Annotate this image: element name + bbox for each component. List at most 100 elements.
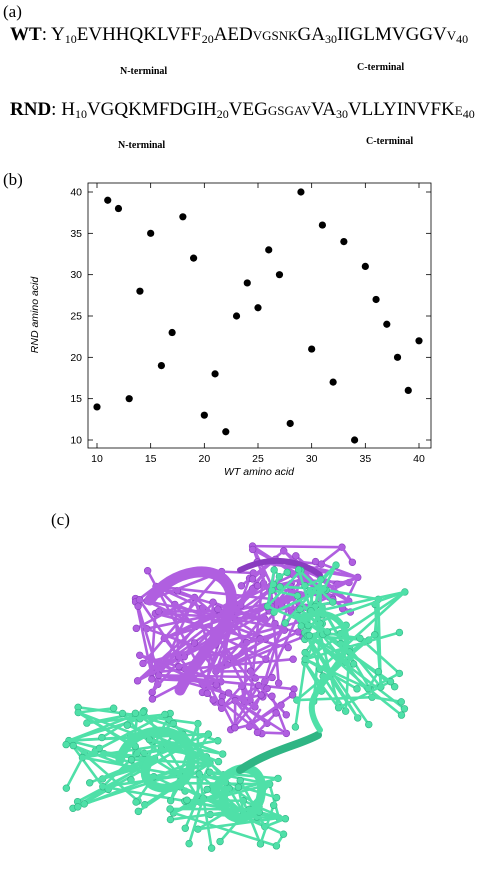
data-point bbox=[372, 295, 380, 304]
data-point bbox=[351, 436, 359, 444]
bond bbox=[220, 700, 264, 735]
sequence-segment: 10 bbox=[64, 32, 77, 46]
bond bbox=[214, 635, 305, 673]
data-point bbox=[104, 196, 112, 204]
sequence-segment: 20 bbox=[201, 32, 214, 46]
y-tick-label: 20 bbox=[70, 352, 82, 364]
atom bbox=[118, 709, 127, 718]
bond bbox=[220, 657, 268, 710]
atom bbox=[127, 756, 136, 764]
atom bbox=[203, 689, 212, 698]
data-point bbox=[232, 312, 241, 320]
bond bbox=[211, 600, 286, 632]
data-point bbox=[147, 229, 155, 237]
protein-structure-image bbox=[62, 542, 409, 852]
bond bbox=[303, 631, 401, 661]
atom bbox=[69, 741, 77, 750]
atom bbox=[400, 705, 409, 713]
bond bbox=[324, 588, 380, 601]
x-axis-label: WT amino acid bbox=[224, 466, 295, 478]
bond bbox=[220, 700, 236, 729]
bond bbox=[294, 661, 307, 729]
x-tick-label: 30 bbox=[306, 453, 318, 465]
atom bbox=[207, 844, 216, 852]
atom bbox=[291, 723, 300, 731]
sequence-segment: 30 bbox=[325, 32, 337, 46]
data-point bbox=[190, 254, 198, 262]
bond bbox=[233, 693, 263, 702]
bond bbox=[141, 570, 223, 665]
y-tick-label: 30 bbox=[70, 269, 82, 281]
bond bbox=[135, 596, 196, 630]
bond bbox=[65, 756, 84, 790]
atom bbox=[231, 724, 239, 732]
bond bbox=[220, 570, 255, 575]
bond bbox=[251, 544, 273, 603]
atom bbox=[397, 711, 406, 719]
bond bbox=[141, 620, 303, 665]
atom bbox=[185, 839, 193, 848]
sequence-segment: VGSNK bbox=[252, 28, 298, 43]
bond bbox=[197, 772, 213, 850]
coil-ribbon bbox=[237, 557, 323, 578]
data-point bbox=[136, 287, 144, 295]
data-point bbox=[329, 378, 337, 386]
sequence-segment: GSGAV bbox=[267, 103, 311, 118]
sequence-segment: VA bbox=[310, 99, 336, 120]
strand-ribbon bbox=[236, 731, 322, 774]
atom bbox=[349, 660, 358, 668]
bond bbox=[233, 699, 288, 735]
rnd-n-terminal-label: N-terminal bbox=[118, 140, 166, 151]
bond bbox=[179, 785, 205, 800]
bond bbox=[187, 796, 205, 845]
bond bbox=[151, 628, 286, 701]
bond bbox=[138, 653, 181, 668]
atom bbox=[311, 557, 320, 566]
atom bbox=[143, 567, 152, 575]
sequence-segment: EVHHQKLVFF bbox=[76, 24, 202, 45]
rnd-sequence: RND: H10VGQKMFDGIH20VEGGSGAVVA30VLLYINVF… bbox=[10, 99, 475, 121]
bond bbox=[297, 568, 313, 613]
atom bbox=[283, 568, 291, 577]
data-point bbox=[114, 204, 123, 213]
bond bbox=[303, 657, 370, 690]
bond bbox=[121, 712, 182, 777]
atom bbox=[80, 800, 88, 808]
bond bbox=[306, 590, 407, 627]
data-point bbox=[157, 362, 165, 370]
atom bbox=[248, 575, 257, 583]
atom bbox=[348, 558, 357, 566]
sequence-segment: VEG bbox=[228, 99, 268, 120]
atom bbox=[274, 679, 283, 687]
atom bbox=[281, 619, 289, 627]
x-tick-label: 35 bbox=[359, 453, 371, 465]
wt-sequence-body: Y10EVHHQKLVFF20AEDVGSNKGA30IIGLMVGGVV40 bbox=[51, 24, 469, 46]
bond bbox=[241, 799, 287, 821]
atom bbox=[356, 634, 364, 643]
sequence-segment: 20 bbox=[216, 107, 229, 121]
green-peptide-chain bbox=[62, 561, 409, 852]
data-point bbox=[393, 353, 402, 361]
data-point bbox=[265, 246, 273, 254]
panel-label-b: (b) bbox=[3, 170, 23, 189]
scatter-chart: 10 15 20 25 30 35 40 10 15 20 25 30 35 40 WT amino ac… bbox=[29, 182, 432, 478]
atom bbox=[148, 695, 157, 703]
atom bbox=[365, 720, 373, 729]
bond bbox=[298, 600, 335, 611]
wt-sequence-name: WT bbox=[10, 24, 42, 45]
bond bbox=[183, 799, 199, 830]
atom bbox=[268, 692, 276, 700]
atom bbox=[134, 807, 143, 816]
atom bbox=[297, 622, 305, 630]
atom bbox=[109, 704, 118, 712]
y-tick-label: 25 bbox=[70, 311, 82, 323]
atom bbox=[257, 691, 265, 699]
atom bbox=[237, 582, 246, 590]
bond bbox=[298, 607, 329, 634]
sequence-segment: H bbox=[61, 99, 75, 120]
bond bbox=[270, 588, 299, 598]
sequence-segment: 40 bbox=[456, 32, 469, 46]
bond bbox=[297, 568, 335, 604]
bond bbox=[366, 687, 403, 717]
atom bbox=[289, 655, 297, 663]
